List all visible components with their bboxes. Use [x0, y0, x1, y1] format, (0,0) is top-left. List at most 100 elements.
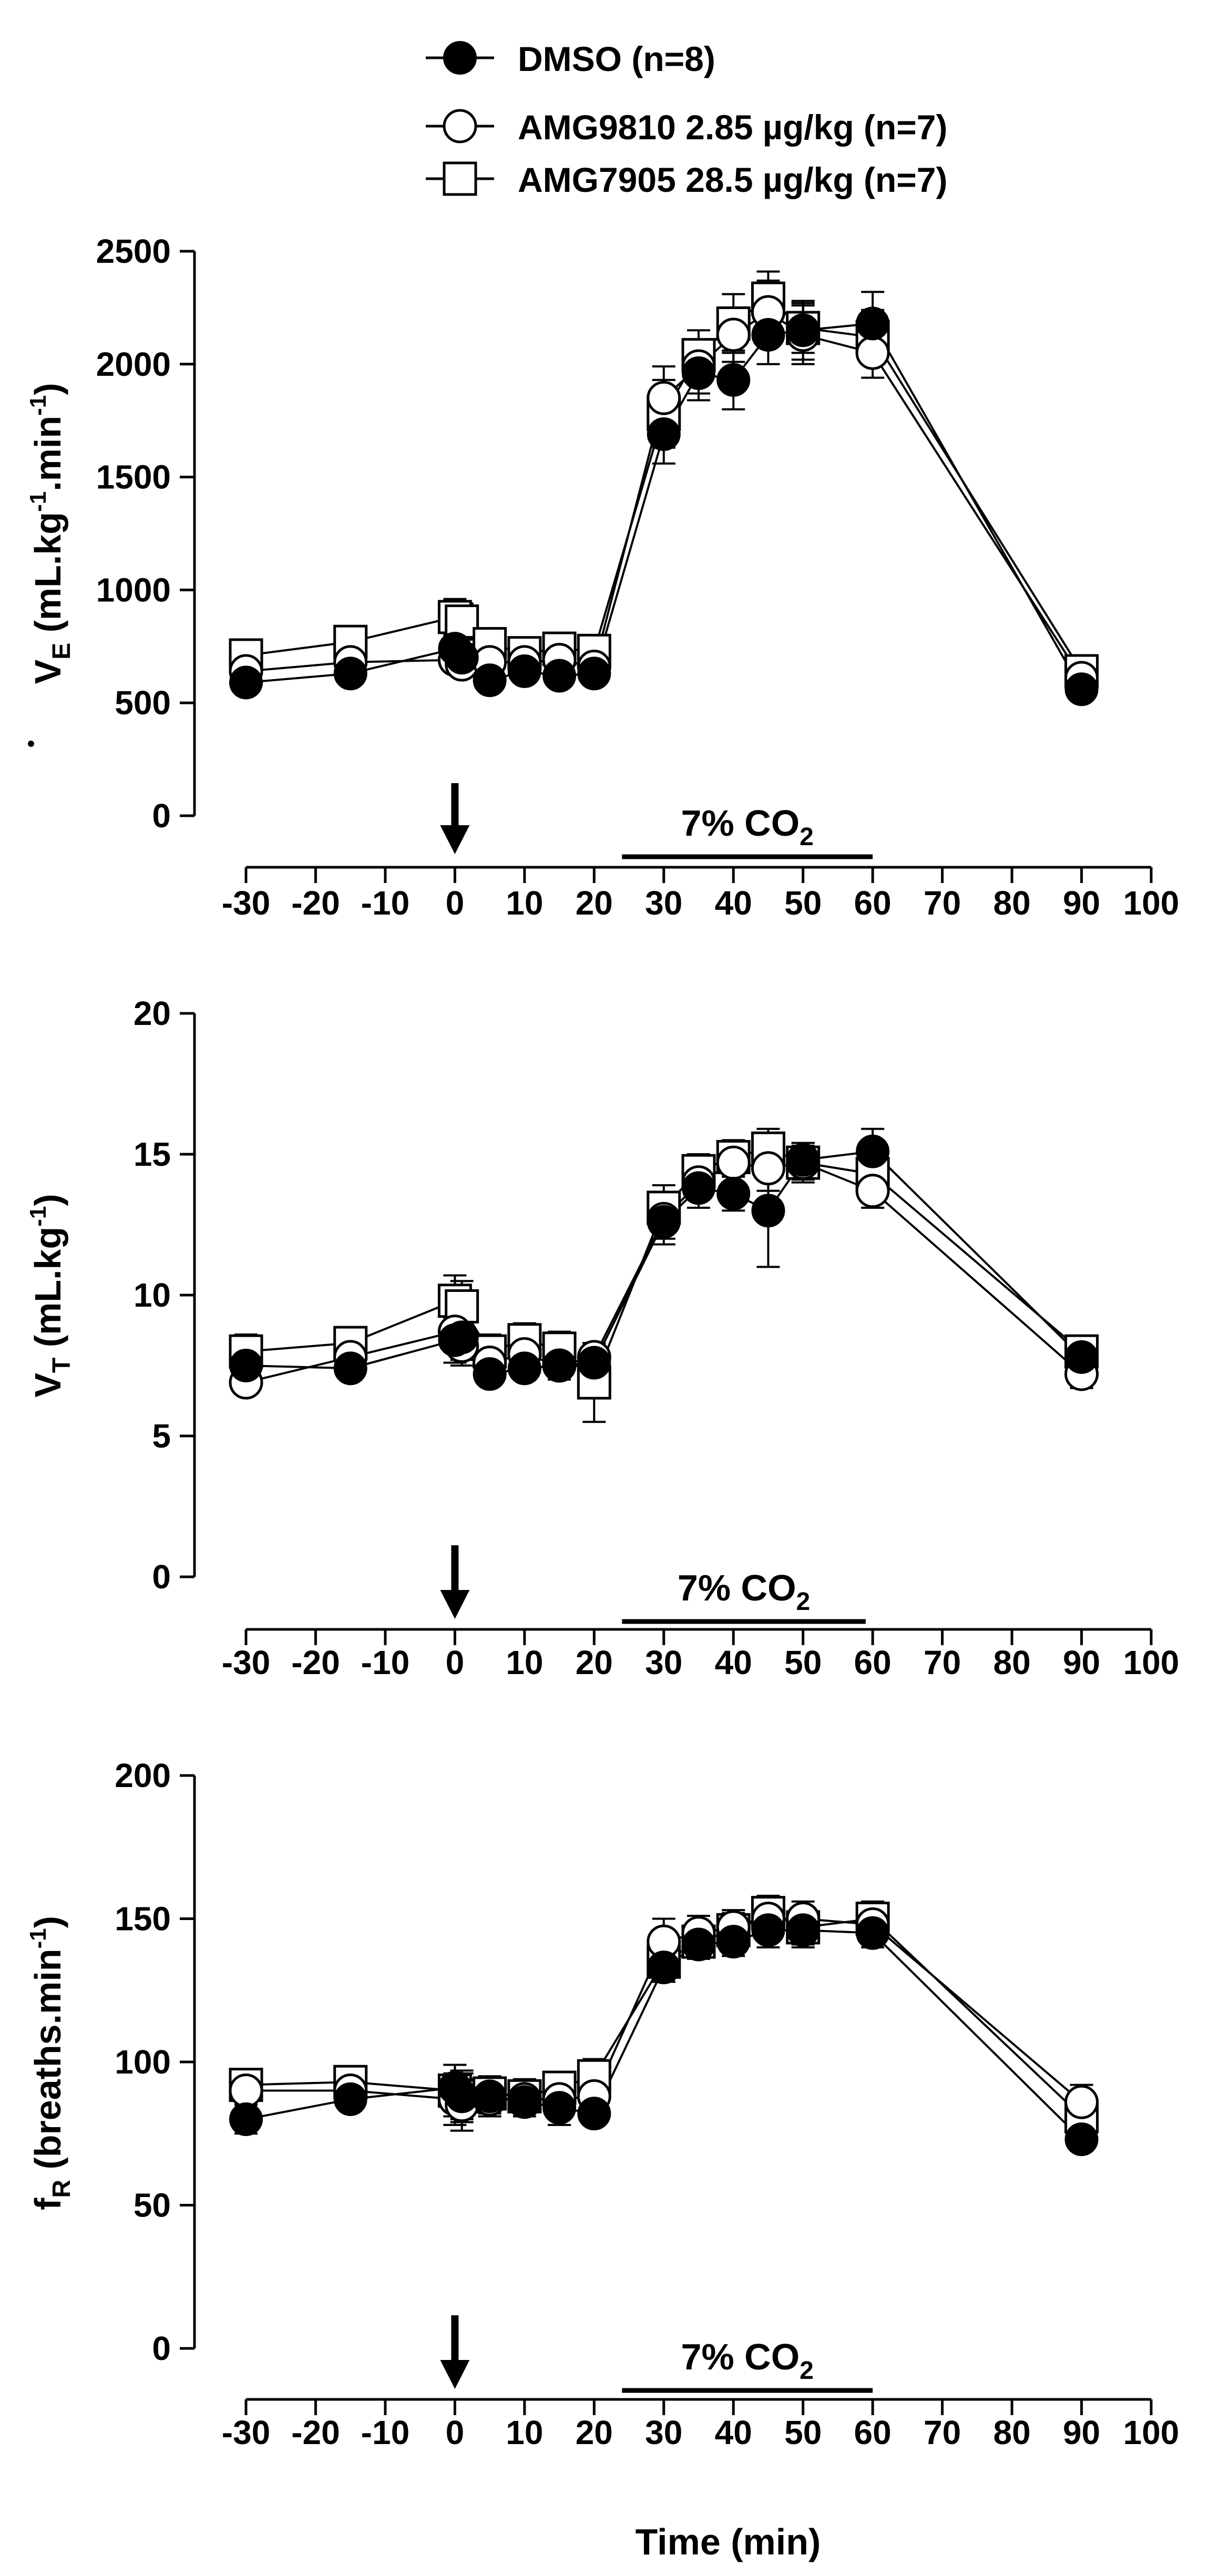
chart-panel-respiratory-frequency: 0 50 100 150 200 -30 -20 -10 0 10 20 30 40 50 60 70 80 90…	[25, 1757, 1179, 2451]
data-point-dmso	[751, 1194, 785, 1228]
data-point-dmso	[1064, 672, 1099, 706]
x-tick-label: 40	[715, 1644, 752, 1681]
x-tick-label: -20	[291, 884, 340, 922]
x-tick-label: 60	[854, 2414, 892, 2451]
x-tick-label: 0	[446, 2414, 465, 2451]
x-tick-label: 70	[924, 2414, 961, 2451]
co2-annotation-subscript: 2	[800, 823, 814, 851]
y-label-main: f	[27, 2198, 68, 2210]
co2-annotation-text: 7% CO	[681, 2336, 800, 2377]
data-point-dmso	[647, 1951, 681, 1985]
y-tick-label: 1000	[96, 571, 171, 609]
injection-arrow-head	[440, 1590, 470, 1619]
x-tick-label: 0	[446, 1644, 465, 1681]
data-point-amg9810	[716, 1145, 751, 1180]
y-tick-label: 2500	[96, 232, 171, 270]
x-tick-label: -30	[222, 884, 271, 922]
x-tick-label: 10	[506, 2414, 543, 2451]
x-tick-label: 20	[576, 2414, 613, 2451]
y-tick-label: 10	[134, 1276, 171, 1314]
data-point-dmso	[542, 1349, 577, 1382]
legend-label-amg7905: AMG7905 28.5 µg/kg (n=7)	[518, 160, 948, 199]
data-point-dmso	[716, 1177, 751, 1211]
y-label-unit: (breaths.min	[27, 1948, 68, 2180]
x-tick-label: -30	[222, 1644, 271, 1681]
co2-annotation-subscript: 2	[796, 1588, 811, 1616]
x-tick-label: 40	[715, 884, 752, 922]
y-label-close: )	[27, 1194, 68, 1206]
data-point-dmso	[507, 1351, 541, 1386]
y-tick-label: 0	[152, 2329, 171, 2367]
y-label-main: V	[27, 660, 68, 684]
injection-arrow-head	[440, 825, 470, 854]
co2-annotation-label: 7% CO2	[681, 2336, 814, 2385]
x-tick-label: 40	[715, 2414, 752, 2451]
data-point-dmso	[507, 2085, 541, 2119]
data-point-amg9810	[229, 2074, 263, 2108]
co2-annotation-subscript: 2	[800, 2357, 814, 2385]
x-tick-label: 90	[1063, 2414, 1100, 2451]
data-point-dmso	[856, 306, 890, 341]
data-point-dmso	[473, 2079, 507, 2113]
series-line-amg7905	[245, 297, 1083, 672]
data-point-dmso	[786, 313, 820, 347]
x-tick-label: 80	[993, 2414, 1030, 2451]
x-tick-label: -20	[291, 2414, 340, 2451]
x-tick-label: 20	[576, 1644, 613, 1681]
y-tick-label: 150	[115, 1900, 171, 1938]
y-tick-label: 5	[152, 1417, 171, 1455]
data-point-amg9810	[855, 1174, 890, 1208]
x-tick-label: 30	[645, 884, 682, 922]
y-label-dot-accent	[28, 741, 34, 747]
x-tick-label: 20	[576, 884, 613, 922]
data-point-dmso	[856, 1916, 890, 1950]
x-tick-label: 100	[1123, 2414, 1180, 2451]
data-point-dmso	[751, 317, 785, 352]
data-point-dmso	[577, 656, 611, 691]
data-point-amg9810	[1064, 2085, 1099, 2119]
co2-annotation-label: 7% CO2	[678, 1567, 810, 1616]
data-point-dmso	[229, 2102, 263, 2136]
y-tick-label: 0	[152, 1558, 171, 1596]
data-point-dmso	[786, 1143, 820, 1177]
y-label-close: )	[27, 383, 68, 395]
co2-annotation-text: 7% CO	[681, 803, 800, 844]
legend-label-amg9810: AMG9810 2.85 µg/kg (n=7)	[518, 108, 948, 147]
data-point-dmso	[333, 2082, 367, 2116]
data-point-dmso	[716, 363, 751, 397]
x-tick-label: 100	[1123, 1644, 1180, 1681]
x-tick-label: 60	[854, 884, 892, 922]
x-tick-label: 80	[993, 1644, 1030, 1681]
x-tick-label: 10	[506, 884, 543, 922]
y-label-superscript-2: -1	[25, 395, 51, 416]
data-point-dmso	[1064, 2122, 1099, 2157]
y-tick-label: 1500	[96, 458, 171, 496]
x-tick-label: -10	[361, 1644, 410, 1681]
x-tick-label: 70	[924, 1644, 961, 1681]
y-tick-label: 2000	[96, 345, 171, 383]
data-point-amg9810	[855, 335, 890, 370]
x-tick-label: -10	[361, 884, 410, 922]
data-point-dmso	[445, 641, 479, 675]
data-point-dmso	[542, 659, 577, 693]
x-tick-label: 80	[993, 884, 1030, 922]
x-tick-label: -20	[291, 1644, 340, 1681]
data-point-dmso	[333, 656, 367, 691]
data-point-dmso	[751, 1913, 785, 1947]
data-point-dmso	[473, 1357, 507, 1391]
data-point-dmso	[716, 1925, 751, 1959]
y-tick-label: 15	[134, 1135, 171, 1173]
x-tick-label: 50	[784, 1644, 822, 1681]
y-tick-label: 200	[115, 1757, 171, 1794]
co2-annotation-text: 7% CO	[678, 1567, 796, 1608]
data-point-dmso	[647, 417, 681, 451]
x-tick-label: 90	[1063, 1644, 1100, 1681]
y-label-subscript: E	[48, 643, 76, 660]
data-point-dmso	[577, 2097, 611, 2131]
x-axis-label: Time (min)	[636, 2521, 821, 2562]
legend: DMSO (n=8) AMG9810 2.85 µg/kg (n=7) AMG790…	[426, 39, 948, 199]
y-label-superscript: -1	[25, 1206, 51, 1227]
data-point-dmso	[786, 1913, 820, 1947]
y-label-close: )	[27, 1916, 68, 1928]
